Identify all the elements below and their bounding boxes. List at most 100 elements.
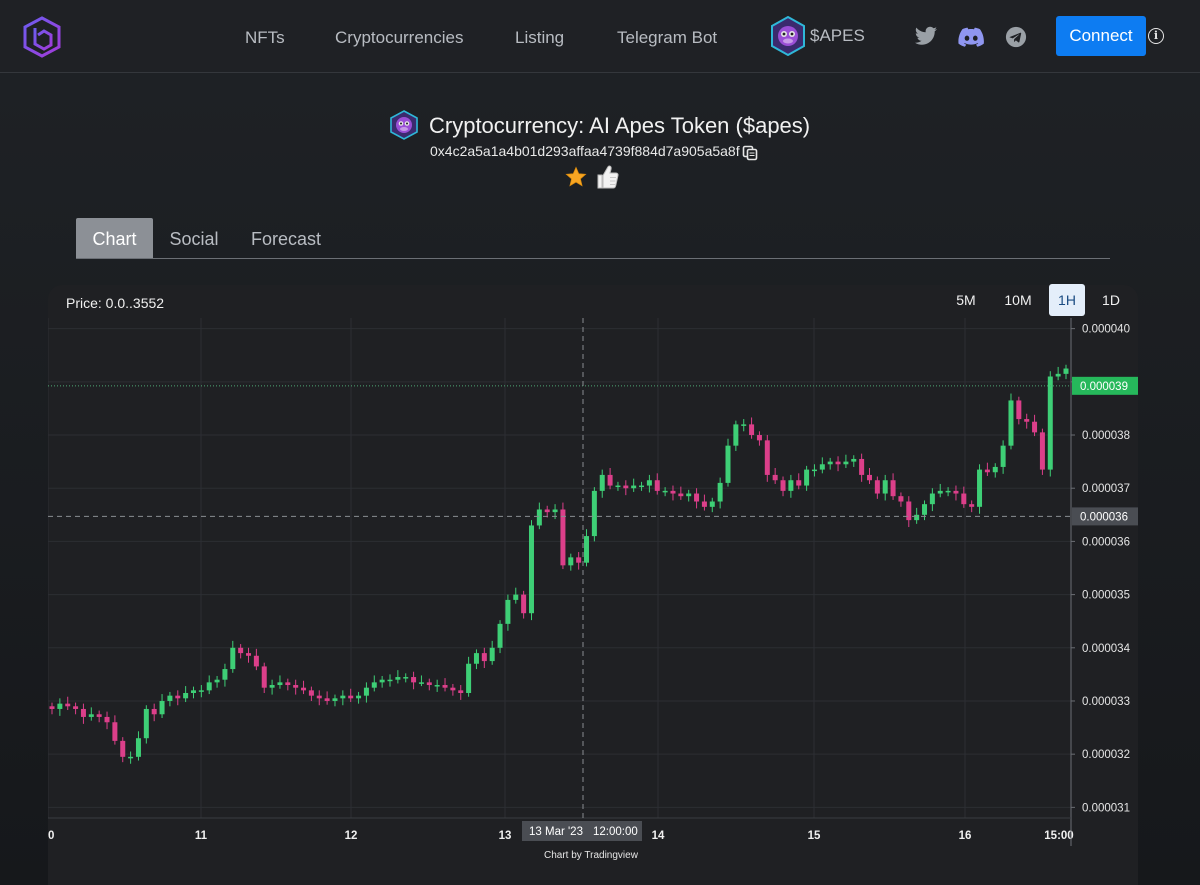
candle-body	[285, 682, 291, 686]
candle-body	[230, 647, 236, 670]
candle-body	[238, 647, 244, 654]
candle-body	[780, 480, 786, 491]
candle-body	[686, 493, 692, 497]
candle-body	[717, 482, 723, 502]
candle-body	[387, 679, 393, 682]
candle-body	[811, 469, 817, 472]
last-price-tag-label: 0.000039	[1080, 381, 1128, 393]
info-icon[interactable]: i	[1148, 28, 1164, 44]
chart-axes: 0.000040 0.000039 0.000038 0.000037 0.000036…	[48, 318, 1131, 846]
candle-body	[576, 557, 582, 563]
timeframe-5m-button[interactable]: 5M	[956, 292, 976, 308]
candle-body	[654, 480, 660, 491]
candle-body	[395, 677, 401, 680]
crosshair-time-tag	[522, 821, 642, 841]
candle-body	[937, 490, 943, 494]
tabs-divider	[76, 258, 1110, 259]
candle-body	[922, 504, 928, 515]
x-tick-label: 10	[48, 830, 54, 842]
candle-body	[835, 461, 841, 465]
discord-icon[interactable]	[958, 26, 984, 48]
candle-body	[788, 480, 794, 491]
site-logo-icon[interactable]	[22, 16, 62, 58]
candle-body	[859, 458, 865, 475]
candle-body	[874, 480, 880, 494]
crosshair-time-date: 13 Mar '23	[529, 826, 583, 838]
candle-body	[426, 682, 432, 686]
telegram-icon[interactable]	[1004, 26, 1028, 48]
candle-body	[466, 663, 472, 693]
timeframe-10m-button[interactable]: 10M	[1004, 292, 1032, 308]
candle-body	[403, 677, 409, 679]
candle-body	[953, 490, 959, 494]
ai-apes-token-logo-icon	[390, 110, 418, 140]
candle-body	[198, 690, 204, 692]
candle-body	[120, 740, 126, 757]
x-tick-label: 11	[195, 830, 208, 842]
candle-body	[308, 690, 314, 696]
tab-social[interactable]: Social	[169, 229, 219, 249]
apes-token-link[interactable]: $APES	[810, 26, 865, 45]
candle-body	[992, 466, 998, 473]
nav-item-listing[interactable]: Listing	[515, 28, 565, 47]
candle-body	[222, 669, 228, 680]
candle-body	[709, 501, 715, 507]
candle-body	[73, 706, 79, 709]
candle-body	[1055, 373, 1061, 377]
candle-body	[646, 480, 652, 486]
candles	[49, 364, 1069, 764]
x-tick-label: 12	[345, 830, 358, 842]
candle-body	[411, 677, 417, 683]
candle-body	[607, 474, 613, 486]
candle-body	[301, 687, 307, 691]
connect-wallet-button[interactable]: Connect	[1056, 16, 1146, 56]
candle-body	[57, 703, 63, 709]
nav-item-cryptocurrencies[interactable]: Cryptocurrencies	[335, 28, 464, 47]
timeframe-1d-button[interactable]: 1D	[1102, 292, 1120, 308]
price-readout: Price: 0.0..3552	[66, 295, 165, 311]
candle-body	[418, 682, 424, 684]
candle-body	[969, 504, 975, 507]
candle-body	[434, 685, 440, 687]
candle-body	[253, 655, 259, 667]
candle-body	[796, 480, 802, 486]
y-tick-label: 0.000032	[1082, 749, 1130, 761]
timeframe-1h-button[interactable]: 1H	[1049, 284, 1085, 316]
candle-body	[591, 490, 597, 537]
candle-body	[65, 703, 71, 707]
nav-item-nfts[interactable]: NFTs	[245, 28, 285, 47]
copy-icon[interactable]	[742, 145, 758, 161]
candle-body	[599, 474, 605, 491]
apes-token-icon[interactable]	[770, 16, 806, 56]
candle-body	[371, 682, 377, 688]
chart-grid	[48, 318, 1071, 818]
chart-credit: Chart by Tradingview	[544, 850, 638, 861]
x-tick-label: 16	[959, 830, 972, 842]
favorite-star-icon[interactable]	[565, 166, 587, 188]
candle-body	[851, 458, 857, 462]
tradingview-candlestick-chart[interactable]: 0.000040 0.000039 0.000038 0.000037 0.000036…	[48, 318, 1138, 846]
candle-body	[104, 716, 110, 723]
tab-forecast[interactable]: Forecast	[250, 229, 322, 249]
candle-body	[914, 514, 920, 521]
candle-body	[379, 679, 385, 683]
candle-body	[1000, 445, 1006, 467]
twitter-icon[interactable]	[914, 26, 938, 48]
candle-body	[984, 469, 990, 473]
candle-body	[135, 738, 141, 757]
candle-body	[749, 424, 755, 436]
candle-body	[340, 695, 346, 699]
candle-body	[316, 695, 322, 699]
candle-body	[458, 690, 464, 693]
y-tick-label: 0.000036	[1082, 536, 1130, 548]
candle-body	[206, 682, 212, 691]
thumbs-up-icon[interactable]	[593, 163, 621, 191]
nav-item-telegram-bot[interactable]: Telegram Bot	[617, 28, 718, 47]
candle-body	[560, 509, 566, 566]
candle-body	[843, 461, 849, 465]
crosshair-price-label: 0.000036	[1080, 511, 1128, 523]
candle-body	[701, 501, 707, 507]
candle-body	[898, 496, 904, 502]
candle-body	[670, 490, 676, 494]
tab-chart[interactable]: Chart	[76, 218, 153, 258]
